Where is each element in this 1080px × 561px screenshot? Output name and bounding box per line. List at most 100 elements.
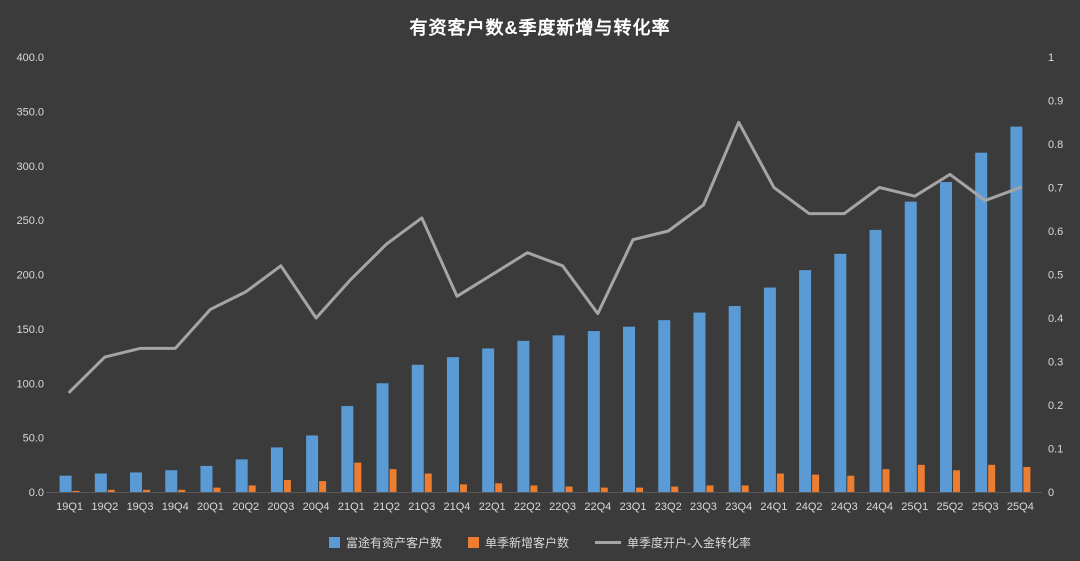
legend-label-conversion-rate: 单季度开户-入金转化率 bbox=[627, 536, 752, 550]
bar-funded-clients bbox=[658, 320, 671, 492]
bar-funded-clients bbox=[693, 312, 706, 492]
x-axis-label: 24Q4 bbox=[866, 501, 893, 513]
legend-item-conversion-rate: 单季度开户-入金转化率 bbox=[595, 534, 751, 551]
bar-funded-clients bbox=[1010, 126, 1023, 492]
chart-title: 有资客户数&季度新增与转化率 bbox=[409, 18, 671, 38]
right-axis-tick: 0.6 bbox=[1048, 226, 1063, 238]
x-axis-label: 22Q4 bbox=[584, 501, 611, 513]
x-axis-label: 21Q4 bbox=[444, 501, 471, 513]
legend-label-funded-clients: 富途有资产客户数 bbox=[345, 536, 442, 550]
conversion-rate-line bbox=[68, 120, 1022, 394]
bar-funded-clients bbox=[552, 335, 565, 492]
x-axis-label: 24Q1 bbox=[760, 501, 787, 513]
bar-new-clients bbox=[354, 462, 362, 492]
bar-funded-clients bbox=[94, 473, 107, 492]
bar-new-clients bbox=[107, 489, 115, 492]
bar-new-clients bbox=[143, 489, 151, 492]
bar-funded-clients bbox=[411, 364, 424, 492]
left-axis-tick: 150.0 bbox=[16, 324, 44, 336]
bar-funded-clients bbox=[270, 447, 283, 492]
legend-item-new-clients: 单季新增客户数 bbox=[468, 534, 569, 551]
bar-funded-clients bbox=[904, 201, 917, 492]
x-axis-label: 20Q4 bbox=[303, 501, 330, 513]
x-axis-label: 23Q4 bbox=[725, 501, 752, 513]
bar-new-clients bbox=[600, 487, 608, 492]
right-axis-tick: 1 bbox=[1048, 52, 1054, 64]
left-axis-tick: 0.0 bbox=[29, 487, 44, 499]
legend-swatch-gray-line-icon bbox=[595, 541, 622, 544]
bar-new-clients bbox=[1023, 466, 1031, 492]
x-axis-label: 21Q3 bbox=[408, 501, 435, 513]
right-axis-tick: 0.8 bbox=[1048, 139, 1063, 151]
bar-new-clients bbox=[283, 480, 291, 492]
x-axis-label: 21Q2 bbox=[373, 501, 400, 513]
bar-new-clients bbox=[636, 487, 644, 492]
x-axis-label: 23Q1 bbox=[620, 501, 647, 513]
legend-item-funded-clients: 富途有资产客户数 bbox=[328, 534, 442, 551]
bar-funded-clients bbox=[587, 331, 600, 492]
bar-new-clients bbox=[847, 475, 855, 492]
bar-funded-clients bbox=[165, 470, 178, 492]
x-axis-label: 25Q1 bbox=[901, 501, 928, 513]
bar-new-clients bbox=[424, 473, 432, 492]
bar-new-clients bbox=[530, 485, 538, 492]
x-axis-label: 23Q3 bbox=[690, 501, 717, 513]
left-axis-tick: 400.0 bbox=[16, 52, 44, 64]
left-axis-tick: 200.0 bbox=[16, 270, 44, 282]
bar-funded-clients bbox=[446, 357, 459, 492]
x-axis-label: 25Q3 bbox=[972, 501, 999, 513]
bar-funded-clients bbox=[341, 406, 354, 492]
right-axis-tick: 0.3 bbox=[1048, 357, 1063, 369]
x-axis-label: 19Q3 bbox=[127, 501, 154, 513]
bar-funded-clients bbox=[59, 475, 72, 492]
bar-new-clients bbox=[248, 485, 256, 492]
right-axis-tick: 0.1 bbox=[1048, 444, 1063, 456]
bar-new-clients bbox=[812, 474, 820, 492]
right-axis-tick: 0 bbox=[1048, 487, 1054, 499]
x-axis-label: 19Q2 bbox=[91, 501, 118, 513]
left-axis-tick: 300.0 bbox=[16, 161, 44, 173]
left-axis-tick: 50.0 bbox=[23, 433, 44, 445]
bar-new-clients bbox=[495, 483, 503, 492]
x-axis-label: 24Q2 bbox=[796, 501, 823, 513]
x-axis-label: 23Q2 bbox=[655, 501, 682, 513]
bar-new-clients bbox=[319, 481, 327, 492]
bar-funded-clients bbox=[975, 152, 988, 492]
bar-new-clients bbox=[72, 490, 80, 492]
x-axis-label: 20Q1 bbox=[197, 501, 224, 513]
right-axis-tick: 0.7 bbox=[1048, 183, 1063, 195]
bar-new-clients bbox=[917, 464, 925, 492]
bar-funded-clients bbox=[834, 253, 847, 492]
right-axis-tick: 0.2 bbox=[1048, 400, 1063, 412]
bar-funded-clients bbox=[235, 459, 248, 492]
bar-new-clients bbox=[459, 484, 467, 492]
bar-new-clients bbox=[882, 469, 890, 492]
bar-new-clients bbox=[178, 489, 186, 492]
x-axis-label: 25Q4 bbox=[1007, 501, 1034, 513]
bar-funded-clients bbox=[517, 340, 530, 492]
left-axis-tick: 250.0 bbox=[16, 215, 44, 227]
bar-new-clients bbox=[952, 470, 960, 492]
x-axis-label: 22Q3 bbox=[549, 501, 576, 513]
bar-new-clients bbox=[671, 486, 679, 492]
bar-funded-clients bbox=[728, 306, 741, 492]
legend-swatch-blue-icon bbox=[328, 537, 340, 548]
x-axis-label: 25Q2 bbox=[937, 501, 964, 513]
bar-new-clients bbox=[389, 469, 397, 492]
bar-funded-clients bbox=[200, 465, 213, 492]
bar-new-clients bbox=[565, 486, 573, 492]
legend-swatch-orange-icon bbox=[468, 537, 479, 548]
bar-new-clients bbox=[706, 485, 714, 492]
x-axis-label: 19Q1 bbox=[56, 501, 83, 513]
bar-funded-clients bbox=[623, 326, 636, 492]
bar-funded-clients bbox=[482, 348, 495, 492]
bar-funded-clients bbox=[799, 270, 812, 492]
right-axis-tick: 0.4 bbox=[1048, 313, 1063, 325]
x-axis-label: 22Q1 bbox=[479, 501, 506, 513]
bar-funded-clients bbox=[869, 229, 882, 492]
legend: 富途有资产客户数 单季新增客户数 单季度开户-入金转化率 bbox=[0, 534, 1080, 551]
x-axis-label: 21Q1 bbox=[338, 501, 365, 513]
right-axis-tick: 0.9 bbox=[1048, 96, 1063, 108]
